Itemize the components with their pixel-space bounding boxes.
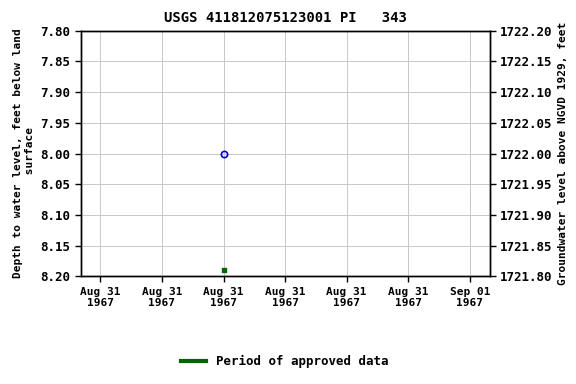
Title: USGS 411812075123001 PI   343: USGS 411812075123001 PI 343 xyxy=(164,12,407,25)
Legend: Period of approved data: Period of approved data xyxy=(176,350,394,374)
Y-axis label: Groundwater level above NGVD 1929, feet: Groundwater level above NGVD 1929, feet xyxy=(558,22,568,285)
Y-axis label: Depth to water level, feet below land
 surface: Depth to water level, feet below land su… xyxy=(13,29,35,278)
